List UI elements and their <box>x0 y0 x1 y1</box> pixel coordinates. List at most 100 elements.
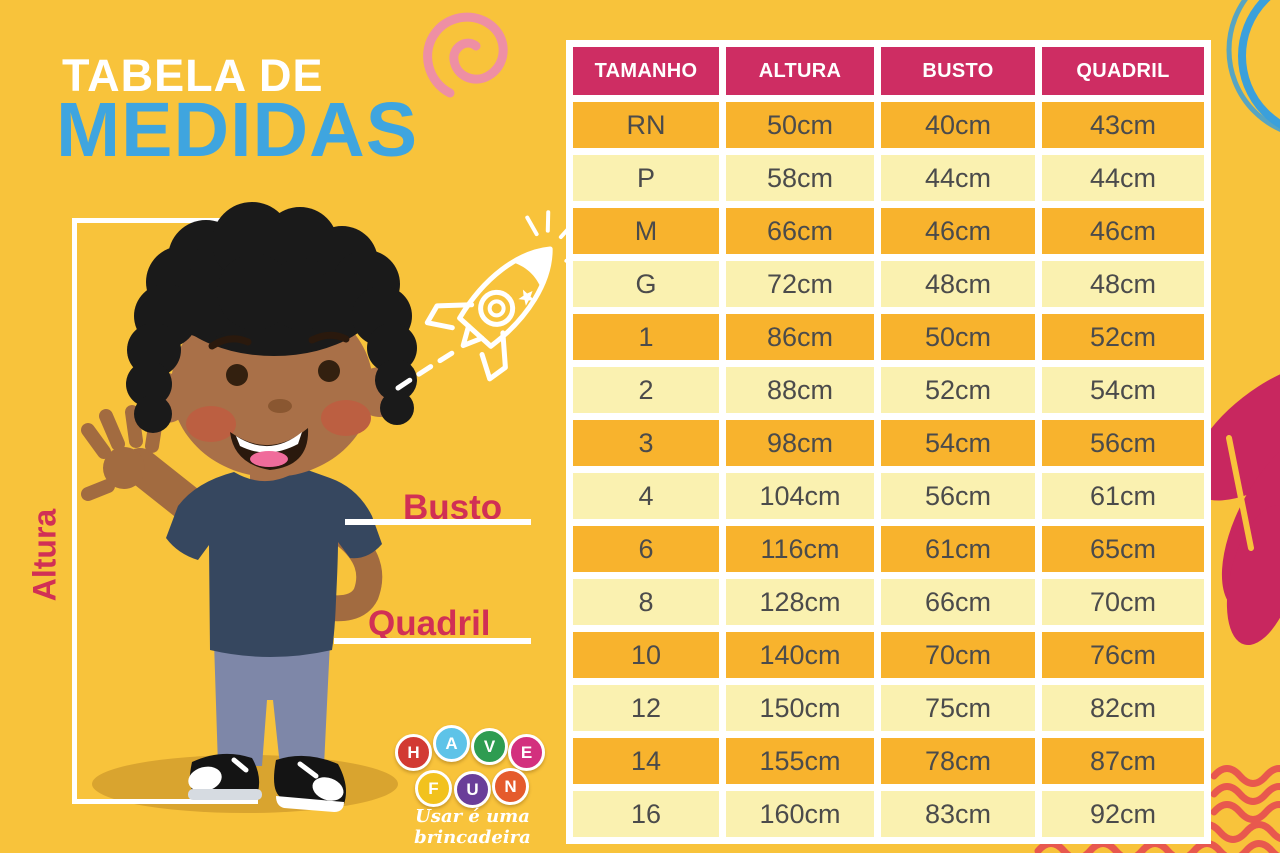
measure-cell: 52cm <box>881 367 1035 413</box>
size-cell: 6 <box>573 526 719 572</box>
measure-cell: 46cm <box>881 208 1035 254</box>
measure-cell: 65cm <box>1042 526 1204 572</box>
table-row: 12 150cm 75cm 82cm <box>573 685 1204 731</box>
table-row: G 72cm 48cm 48cm <box>573 261 1204 307</box>
size-table-body: RN 50cm 40cm 43cm P 58cm 44cm 44cm M 66cm 46cm 46cm… <box>573 102 1204 837</box>
size-cell: 12 <box>573 685 719 731</box>
table-row: 16 160cm 83cm 92cm <box>573 791 1204 837</box>
petal-doodle-icon <box>1189 363 1280 646</box>
size-table: TAMANHO ALTURA BUSTO QUADRIL RN 50cm 40cm 4… <box>566 40 1211 844</box>
measure-cell: 128cm <box>726 579 874 625</box>
logo-ball-e: E <box>508 734 545 771</box>
column-header-height: ALTURA <box>726 47 874 95</box>
column-header-size: TAMANHO <box>573 47 719 95</box>
measure-cell: 78cm <box>881 738 1035 784</box>
table-row: 1 86cm 50cm 52cm <box>573 314 1204 360</box>
table-row: 3 98cm 54cm 56cm <box>573 420 1204 466</box>
measure-cell: 61cm <box>1042 473 1204 519</box>
measure-cell: 160cm <box>726 791 874 837</box>
measure-cell: 46cm <box>1042 208 1204 254</box>
measure-cell: 87cm <box>1042 738 1204 784</box>
measure-cell: 140cm <box>726 632 874 678</box>
measure-cell: 75cm <box>881 685 1035 731</box>
measure-cell: 83cm <box>881 791 1035 837</box>
table-row: RN 50cm 40cm 43cm <box>573 102 1204 148</box>
logo-ball-h: H <box>395 734 432 771</box>
table-row: 2 88cm 52cm 54cm <box>573 367 1204 413</box>
measure-cell: 48cm <box>881 261 1035 307</box>
height-bracket <box>72 218 258 804</box>
table-row: 8 128cm 66cm 70cm <box>573 579 1204 625</box>
measure-cell: 72cm <box>726 261 874 307</box>
logo-ball-f: F <box>415 770 452 807</box>
table-row: M 66cm 46cm 46cm <box>573 208 1204 254</box>
size-cell: 3 <box>573 420 719 466</box>
measure-cell: 70cm <box>881 632 1035 678</box>
column-header-bust: BUSTO <box>881 47 1035 95</box>
measure-cell: 44cm <box>1042 155 1204 201</box>
measure-cell: 116cm <box>726 526 874 572</box>
size-cell: P <box>573 155 719 201</box>
size-cell: M <box>573 208 719 254</box>
size-cell: RN <box>573 102 719 148</box>
measure-cell: 58cm <box>726 155 874 201</box>
measure-cell: 43cm <box>1042 102 1204 148</box>
table-row: 10 140cm 70cm 76cm <box>573 632 1204 678</box>
table-header-row: TAMANHO ALTURA BUSTO QUADRIL <box>573 47 1204 95</box>
measure-cell: 44cm <box>881 155 1035 201</box>
measure-cell: 82cm <box>1042 685 1204 731</box>
rocket-doodle-icon <box>395 210 589 391</box>
size-cell: G <box>573 261 719 307</box>
table-row: 14 155cm 78cm 87cm <box>573 738 1204 784</box>
column-header-hip: QUADRIL <box>1042 47 1204 95</box>
measure-cell: 50cm <box>726 102 874 148</box>
size-cell: 4 <box>573 473 719 519</box>
size-cell: 16 <box>573 791 719 837</box>
size-cell: 2 <box>573 367 719 413</box>
logo-tagline: Usar é uma brincadeira <box>414 806 531 848</box>
measure-cell: 66cm <box>726 208 874 254</box>
size-cell: 10 <box>573 632 719 678</box>
table-row: 4 104cm 56cm 61cm <box>573 473 1204 519</box>
measure-cell: 66cm <box>881 579 1035 625</box>
table-row: P 58cm 44cm 44cm <box>573 155 1204 201</box>
measure-cell: 88cm <box>726 367 874 413</box>
scribble-circle-icon <box>1226 0 1280 132</box>
page-title-line1: TABELA DE <box>62 50 324 101</box>
bust-pointer-line <box>345 519 531 525</box>
measure-cell: 98cm <box>726 420 874 466</box>
logo-ball-n: N <box>492 768 529 805</box>
page-title-line2: MEDIDAS <box>56 87 419 173</box>
measure-cell: 52cm <box>1042 314 1204 360</box>
hip-pointer-line <box>334 638 531 644</box>
measure-cell: 92cm <box>1042 791 1204 837</box>
measure-cell: 70cm <box>1042 579 1204 625</box>
size-cell: 14 <box>573 738 719 784</box>
hip-label: Quadril <box>368 604 491 643</box>
logo-ball-v: V <box>471 728 508 765</box>
boy-illustration <box>72 202 417 813</box>
measure-cell: 86cm <box>726 314 874 360</box>
height-label: Altura <box>26 508 63 602</box>
measure-cell: 56cm <box>881 473 1035 519</box>
measure-cell: 50cm <box>881 314 1035 360</box>
size-cell: 1 <box>573 314 719 360</box>
measure-cell: 61cm <box>881 526 1035 572</box>
have-fun-logo: H A V E F U N Usar é uma brincadeira <box>380 725 565 848</box>
measure-cell: 54cm <box>1042 367 1204 413</box>
measure-cell: 155cm <box>726 738 874 784</box>
measure-cell: 150cm <box>726 685 874 731</box>
logo-ball-a: A <box>433 725 470 762</box>
spiral-doodle-icon <box>423 12 508 98</box>
measure-cell: 48cm <box>1042 261 1204 307</box>
size-cell: 8 <box>573 579 719 625</box>
logo-ball-u: U <box>454 771 491 808</box>
measure-cell: 104cm <box>726 473 874 519</box>
curly-hair <box>126 202 417 433</box>
measure-cell: 54cm <box>881 420 1035 466</box>
measure-cell: 40cm <box>881 102 1035 148</box>
table-row: 6 116cm 61cm 65cm <box>573 526 1204 572</box>
measure-cell: 76cm <box>1042 632 1204 678</box>
